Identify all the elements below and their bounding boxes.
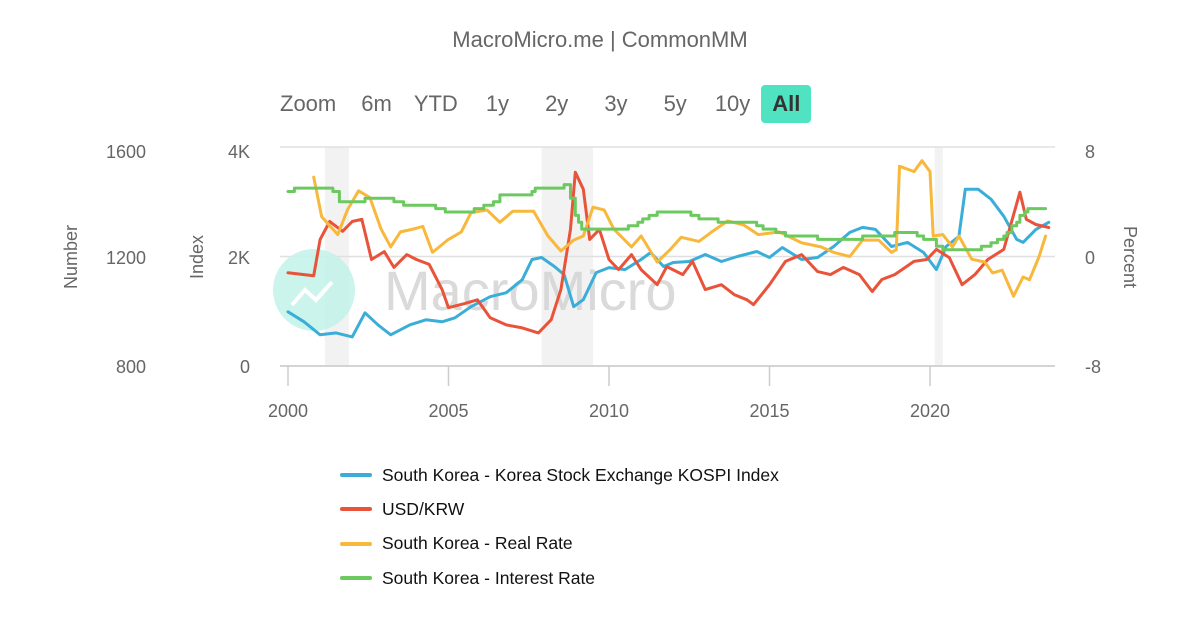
left-outer-tick: 800: [116, 357, 146, 377]
watermark-logo-chart-icon: [290, 280, 334, 307]
x-tick-label: 2020: [910, 401, 950, 421]
right-tick: -8: [1085, 357, 1101, 377]
range-selector: Zoom 6m YTD 1y 2y 3y 5y 10y All: [270, 84, 812, 124]
left-inner-tick: 0: [240, 357, 250, 377]
legend-item-real-rate[interactable]: South Korea - Real Rate: [340, 527, 779, 561]
series-line-3: [286, 183, 1048, 252]
x-tick-label: 2015: [749, 401, 789, 421]
range-button-1y[interactable]: 1y: [485, 91, 510, 116]
watermark-text: MacroMicro: [384, 259, 676, 322]
chart-plot: MacroMicro 1600 1200 800 4K 2K 0 8 0 -8 …: [61, 142, 1140, 421]
zoom-label: Zoom: [280, 91, 337, 116]
legend-swatch: [340, 507, 372, 512]
legend-item-usdkrw[interactable]: USD/KRW: [340, 492, 779, 526]
range-button-ytd[interactable]: YTD: [413, 91, 458, 116]
x-tick-label: 2005: [428, 401, 468, 421]
legend-label: USD/KRW: [382, 498, 465, 519]
range-button-3y[interactable]: 3y: [604, 91, 628, 116]
legend-label: South Korea - Korea Stock Exchange KOSPI…: [382, 464, 779, 485]
legend-label: South Korea - Real Rate: [382, 533, 573, 554]
legend-swatch: [340, 576, 372, 581]
series-line-2: [312, 159, 1048, 298]
right-tick: 0: [1085, 248, 1095, 268]
right-tick: 8: [1085, 142, 1095, 162]
legend-swatch: [340, 541, 372, 546]
series-line-1: [286, 170, 1051, 335]
x-tick-label: 2010: [589, 401, 629, 421]
watermark: MacroMicro: [273, 249, 676, 331]
range-button-all[interactable]: All: [761, 85, 812, 123]
range-button-10y[interactable]: 10y: [714, 91, 751, 116]
range-button-6m[interactable]: 6m: [361, 91, 392, 116]
legend-label: South Korea - Interest Rate: [382, 567, 596, 588]
legend: South Korea - Korea Stock Exchange KOSPI…: [340, 458, 779, 595]
legend-swatch: [340, 473, 372, 478]
legend-item-kospi[interactable]: South Korea - Korea Stock Exchange KOSPI…: [340, 458, 779, 492]
range-button-5y[interactable]: 5y: [663, 91, 687, 116]
x-tick-label: 2000: [268, 401, 308, 421]
range-button-2y[interactable]: 2y: [545, 91, 569, 116]
left-outer-tick: 1600: [106, 142, 146, 162]
left-inner-tick: 4K: [228, 142, 250, 162]
left-inner-tick: 2K: [228, 248, 250, 268]
left-outer-tick: 1200: [106, 248, 146, 268]
right-axis-label: Percent: [1120, 226, 1140, 288]
chart-title: MacroMicro.me | CommonMM: [452, 27, 748, 52]
watermark-logo-icon: [273, 249, 355, 331]
left-outer-axis-label: Number: [61, 225, 81, 289]
left-inner-axis-label: Index: [187, 235, 207, 279]
legend-item-interest-rate[interactable]: South Korea - Interest Rate: [340, 561, 779, 595]
